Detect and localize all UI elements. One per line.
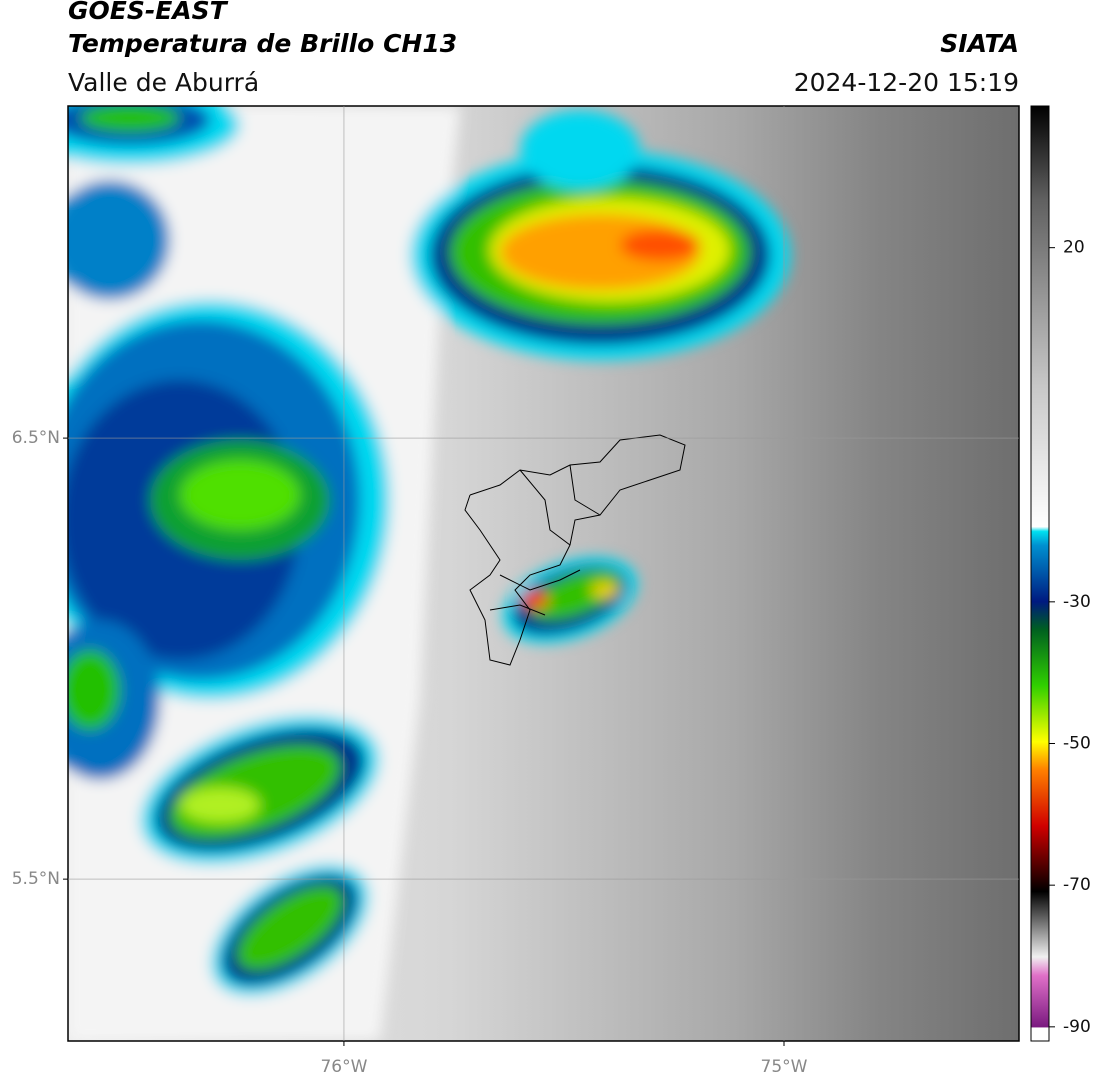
map-frame [67, 105, 1020, 1042]
subtitle: Temperatura de Brillo CH13 [68, 29, 457, 58]
title: GOES-EAST [68, 0, 229, 25]
agency: SIATA [940, 29, 1019, 58]
colorbar-label: -70 [1063, 875, 1091, 895]
x-tick-label: 75°W [761, 1057, 808, 1077]
satellite-image [68, 106, 1019, 1041]
colorbar-label: -30 [1063, 592, 1091, 612]
region: Valle de Aburrá [68, 68, 259, 97]
y-tick-label: 6.5°N [12, 428, 60, 448]
timestamp: 2024-12-20 15:19 [794, 68, 1019, 97]
colorbar-label: 20 [1063, 238, 1085, 258]
x-tick-label: 76°W [320, 1057, 367, 1077]
colorbar-label: -90 [1063, 1017, 1091, 1037]
y-tick-label: 5.5°N [12, 869, 60, 889]
colorbar-label: -50 [1063, 734, 1091, 754]
colorbar [1030, 105, 1050, 1042]
